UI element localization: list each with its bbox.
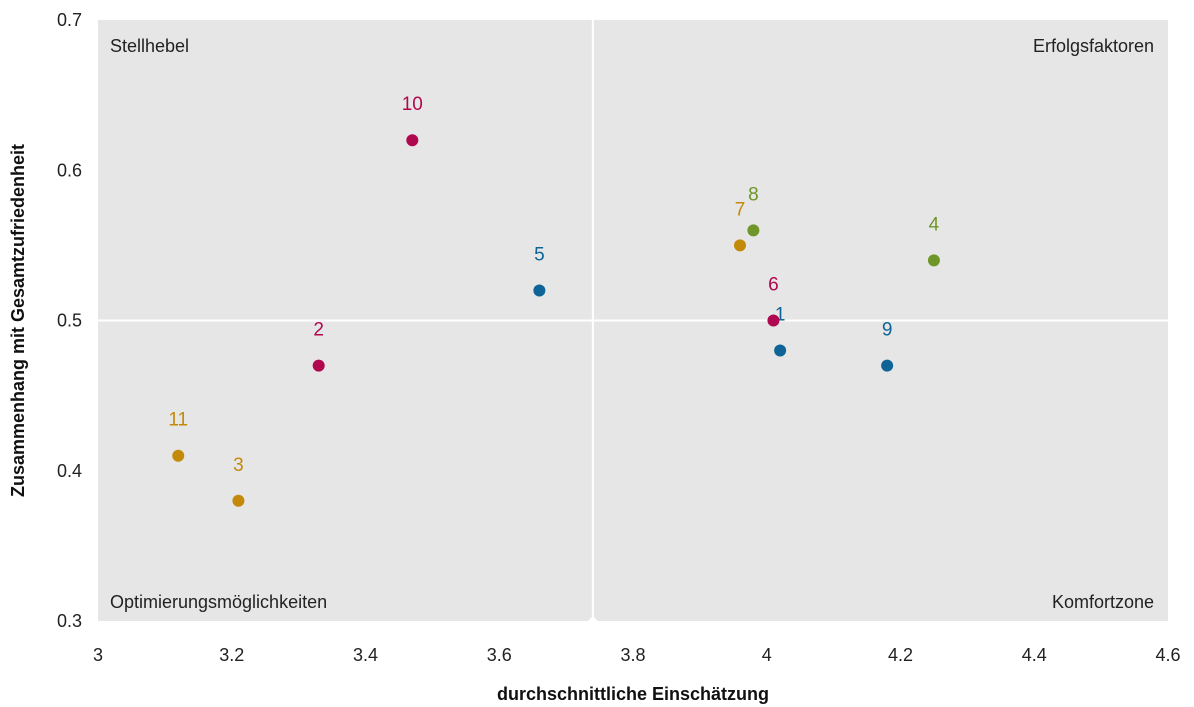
data-point <box>734 239 746 252</box>
data-point-label: 4 <box>929 214 940 235</box>
x-tick-label: 3.2 <box>219 645 244 665</box>
data-point <box>927 254 940 267</box>
quadrant-label-komfortzone: Komfortzone <box>1052 592 1154 612</box>
data-point <box>767 314 780 327</box>
x-tick-label: 4 <box>762 645 772 665</box>
data-point <box>533 284 546 297</box>
data-point <box>232 494 245 507</box>
y-axis-title: Zusammenhang mit Gesamtzufriedenheit <box>8 144 28 497</box>
data-points: 1 2 3 4 5 6 78 9 10 11 <box>168 94 940 507</box>
y-tick-label: 0.3 <box>57 611 82 631</box>
data-point <box>172 449 185 462</box>
x-axis-title: durchschnittliche Einschätzung <box>497 684 769 704</box>
data-point <box>747 224 760 237</box>
quadrant-label-erfolgsfaktoren: Erfolgsfaktoren <box>1033 36 1154 56</box>
data-point-label: 6 <box>768 275 779 296</box>
data-point-label: 9 <box>882 320 893 341</box>
x-tick-label: 3.4 <box>353 645 378 665</box>
data-point <box>774 344 787 357</box>
data-point-label: 5 <box>534 244 545 265</box>
data-point-label: 8 <box>748 184 759 205</box>
x-tick-label: 3 <box>93 645 103 665</box>
x-tick-label: 4.6 <box>1155 645 1180 665</box>
data-point-label: 2 <box>313 320 324 341</box>
quadrant-label-optimierungsmoeglichkeiten: Optimierungsmöglichkeiten <box>110 592 327 612</box>
x-tick-label: 4.2 <box>888 645 913 665</box>
y-tick-label: 0.6 <box>57 160 82 180</box>
reference-line-end-marker <box>587 616 598 621</box>
y-tick-label: 0.4 <box>57 461 82 481</box>
y-tick-label: 0.5 <box>57 311 82 331</box>
quadrant-label-stellhebel: Stellhebel <box>110 36 189 56</box>
quadrant-labels: Stellhebel Erfolgsfaktoren Optimierungsm… <box>110 36 1154 612</box>
data-point <box>881 359 894 372</box>
data-point-label: 3 <box>233 455 244 476</box>
data-point-label: 1 <box>775 305 786 326</box>
data-point-label: 7 <box>735 199 746 220</box>
x-tick-label: 3.6 <box>487 645 512 665</box>
data-point <box>406 134 419 147</box>
reference-lines <box>98 20 1168 621</box>
data-point-label: 10 <box>402 94 423 115</box>
x-tick-label: 4.4 <box>1022 645 1047 665</box>
x-tick-label: 3.8 <box>620 645 645 665</box>
y-tick-label: 0.7 <box>57 10 82 30</box>
data-point <box>312 359 325 372</box>
y-axis-ticks: 0.3 0.4 0.5 0.6 0.7 <box>57 10 82 631</box>
data-point-label: 11 <box>168 410 188 431</box>
x-axis-ticks: 3 3.2 3.4 3.6 3.8 4 4.2 4.4 4.6 <box>93 645 1181 665</box>
